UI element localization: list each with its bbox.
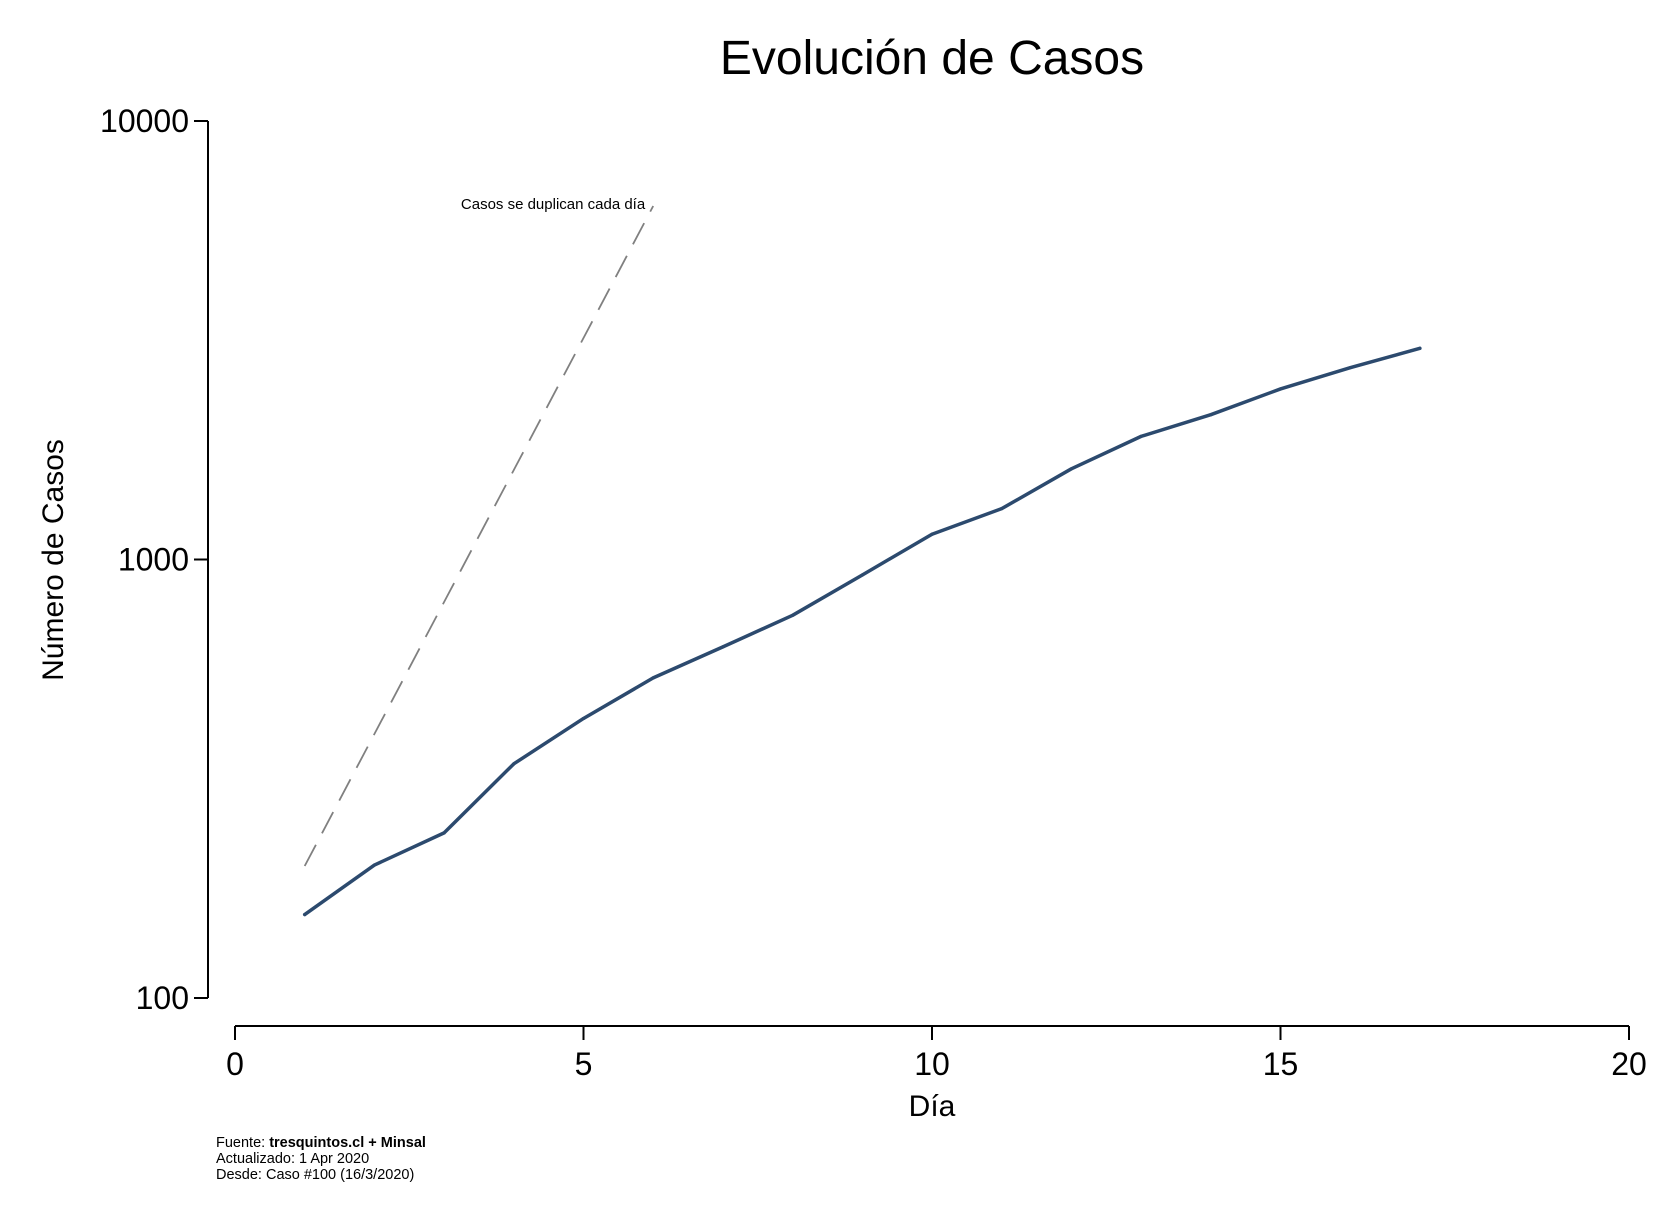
x-tick-label: 5 [575, 1046, 593, 1082]
data-point [651, 676, 655, 680]
chart-title: Evolución de Casos [720, 32, 1144, 85]
data-point [930, 532, 934, 536]
data-point [860, 573, 864, 577]
x-tick-label: 10 [914, 1046, 950, 1082]
x-axis-label: Día [909, 1090, 956, 1123]
data-point [1418, 346, 1422, 350]
x-axis: 0 5 10 15 20 [226, 1025, 1647, 1082]
data-point [721, 645, 725, 649]
reference-line-label: Casos se duplican cada día [461, 196, 646, 213]
plot-area: Casos se duplican cada día [302, 196, 1422, 917]
data-point [303, 912, 307, 917]
footer-notes: Fuente: tresquintos.cl + Minsal Actualiz… [216, 1135, 426, 1183]
series-line-casos [302, 346, 1422, 917]
data-point [1209, 413, 1213, 417]
y-axis: 100 1000 10000 [100, 103, 209, 1016]
y-axis-label: Número de Casos [37, 439, 70, 681]
x-tick-label: 20 [1611, 1046, 1647, 1082]
footer-source-bold: tresquintos.cl + Minsal [269, 1135, 426, 1151]
x-tick-label: 0 [226, 1046, 244, 1082]
data-point [372, 863, 376, 867]
y-tick-label: 1000 [118, 542, 189, 578]
data-point [1000, 507, 1004, 511]
data-point [1139, 434, 1143, 438]
data-point [442, 831, 446, 835]
data-point [791, 613, 795, 617]
data-point [1348, 366, 1352, 370]
reference-line-doubling [303, 205, 654, 867]
data-point [581, 716, 586, 721]
y-tick-label: 100 [136, 980, 189, 1016]
footer-updated: Actualizado: 1 Apr 2020 [216, 1151, 370, 1167]
data-point [1069, 467, 1073, 471]
x-tick-label: 15 [1263, 1046, 1299, 1082]
footer-source: Fuente: tresquintos.cl + Minsal [216, 1135, 426, 1151]
footer-since: Desde: Caso #100 (16/3/2020) [216, 1167, 415, 1183]
y-tick-label: 10000 [100, 103, 189, 139]
data-point [1278, 387, 1283, 391]
data-point [512, 762, 516, 766]
